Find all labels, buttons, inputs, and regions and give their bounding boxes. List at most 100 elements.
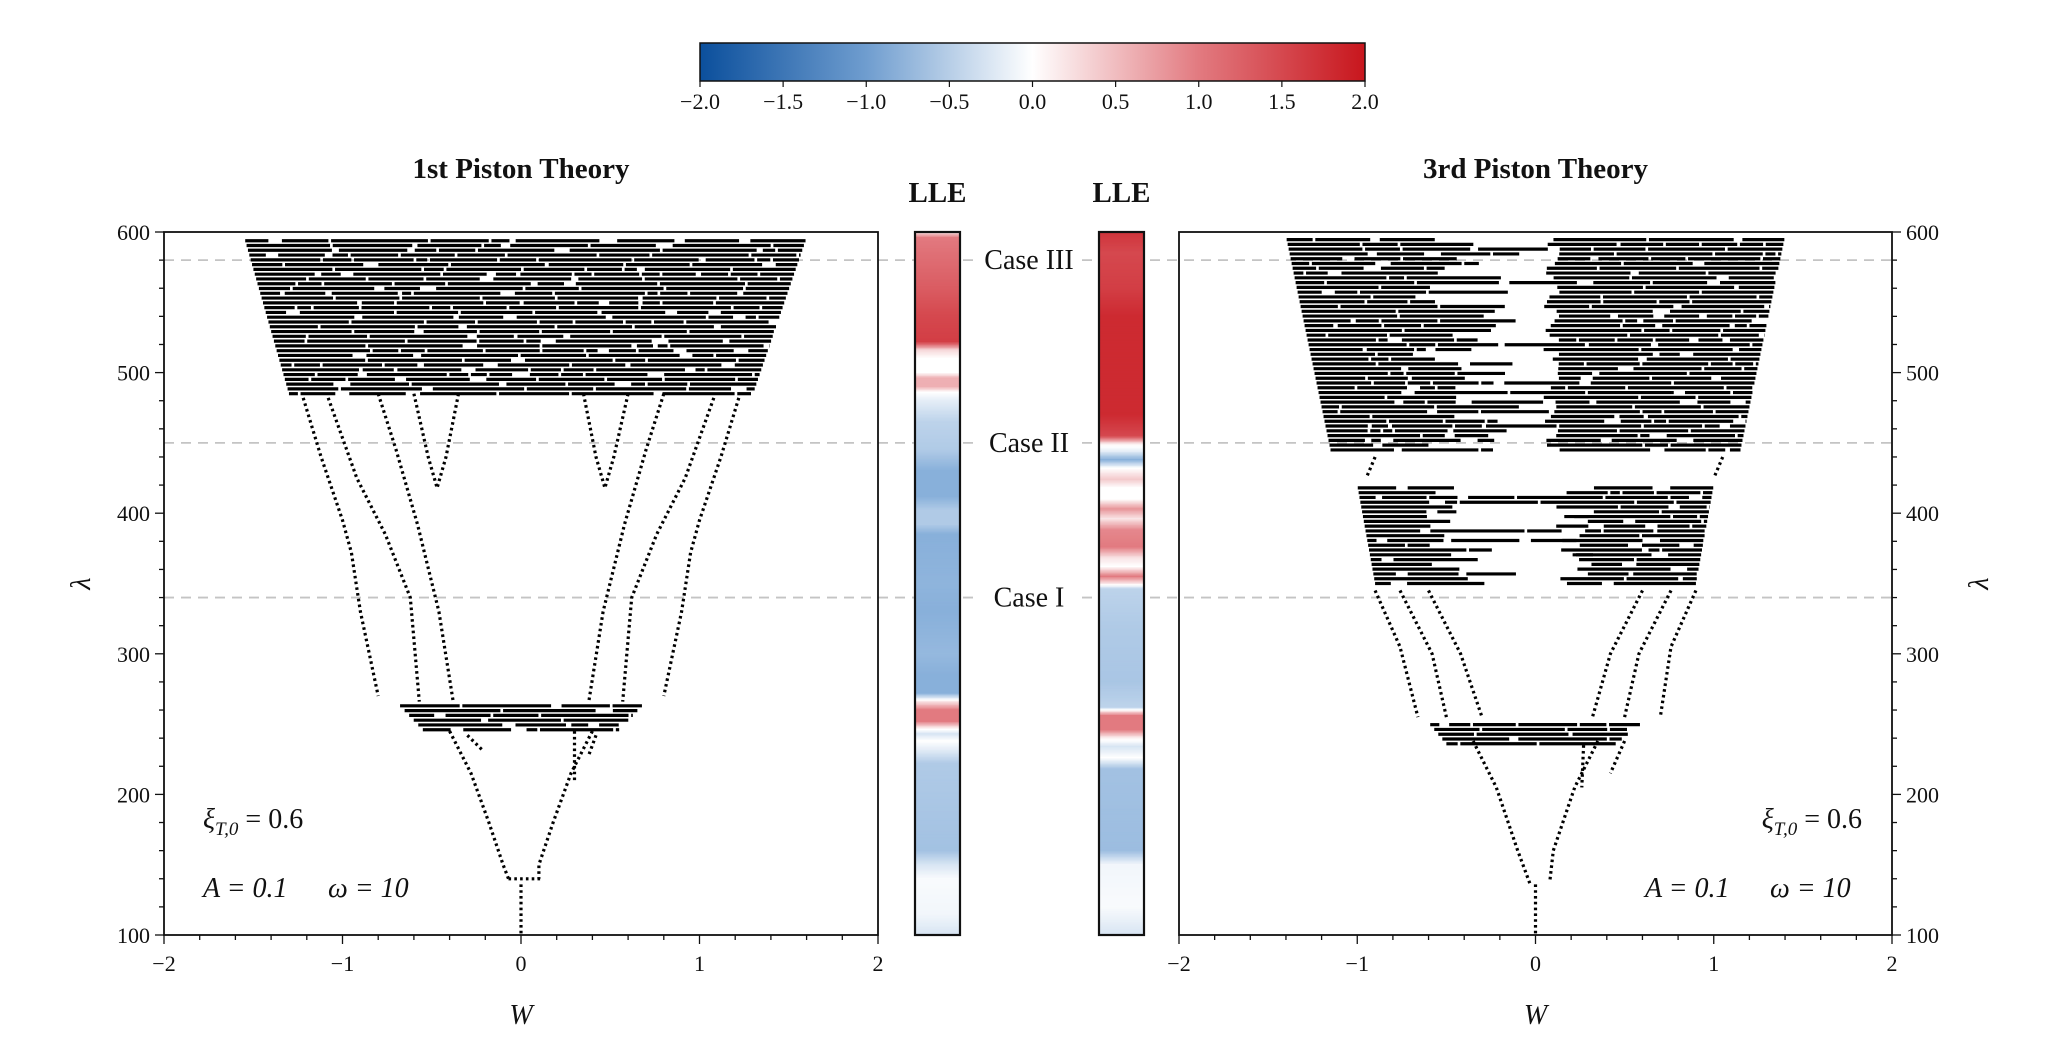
lle-cell bbox=[1099, 282, 1144, 285]
lle-cell bbox=[915, 639, 960, 642]
lle-cell bbox=[1099, 822, 1144, 825]
lle-cell bbox=[915, 601, 960, 604]
lle-cell bbox=[1099, 276, 1144, 279]
lle-cell bbox=[1099, 652, 1144, 655]
lle-cell bbox=[1099, 818, 1144, 821]
lle-cell bbox=[1099, 414, 1144, 417]
lle-cell bbox=[915, 552, 960, 555]
lle-cell bbox=[1099, 812, 1144, 815]
lle-cell bbox=[1099, 842, 1144, 845]
x-tick-label: −2 bbox=[152, 951, 175, 976]
lle-cell bbox=[1099, 676, 1144, 679]
lle-cell bbox=[1099, 756, 1144, 759]
lle-cell bbox=[915, 293, 960, 296]
lle-cell bbox=[1099, 680, 1144, 683]
lle-cell bbox=[1099, 791, 1144, 794]
lle-cell bbox=[1099, 493, 1144, 496]
lle-cell bbox=[915, 760, 960, 763]
lle-cell bbox=[915, 421, 960, 424]
lle-cell bbox=[915, 590, 960, 593]
lle-cell bbox=[1099, 241, 1144, 244]
lle-cell bbox=[915, 797, 960, 800]
lle-cell bbox=[915, 400, 960, 403]
lle-cell bbox=[915, 348, 960, 351]
lle-cell bbox=[1099, 804, 1144, 807]
lle-cell bbox=[915, 546, 960, 549]
lle-cell bbox=[1099, 677, 1144, 680]
case-label: Case I bbox=[994, 583, 1065, 614]
panel-title: 3rd Piston Theory bbox=[1423, 153, 1649, 185]
lle-cell bbox=[915, 870, 960, 873]
lle-cell bbox=[915, 516, 960, 519]
lle-cell bbox=[915, 520, 960, 523]
lle-cell bbox=[1099, 501, 1144, 504]
lle-cell bbox=[915, 472, 960, 475]
lle-cell bbox=[1099, 316, 1144, 319]
periodic-branch bbox=[1373, 589, 1420, 718]
y-tick-label: 300 bbox=[1906, 642, 1939, 667]
lle-cell bbox=[1099, 278, 1144, 281]
lle-cell bbox=[1099, 368, 1144, 371]
lle-cell bbox=[915, 707, 960, 710]
lle-cell bbox=[915, 670, 960, 673]
lle-cell bbox=[915, 320, 960, 323]
lle-cell bbox=[1099, 532, 1144, 535]
lle-cell bbox=[915, 390, 960, 393]
lle-cell bbox=[1099, 520, 1144, 523]
lle-cell bbox=[915, 423, 960, 426]
lle-cell bbox=[1099, 739, 1144, 742]
lle-cell bbox=[915, 850, 960, 853]
lle-cell bbox=[915, 690, 960, 693]
lle-cell bbox=[915, 615, 960, 618]
lle-cell bbox=[915, 686, 960, 689]
lle-cell bbox=[1099, 455, 1144, 458]
lle-cell bbox=[1099, 364, 1144, 367]
lle-cell bbox=[915, 683, 960, 686]
lle-cell bbox=[1099, 309, 1144, 312]
lle-cell bbox=[1099, 829, 1144, 832]
lle-cell bbox=[915, 591, 960, 594]
lle-cell bbox=[1099, 559, 1144, 562]
lle-cell bbox=[1099, 614, 1144, 617]
lle-cell bbox=[915, 411, 960, 414]
lle-cell bbox=[915, 333, 960, 336]
colorbar: −2.0 −1.5 −1.0 −0.5 0.0 0.5 1.0 1.5 2.0 bbox=[680, 42, 1379, 114]
lle-cell bbox=[1099, 728, 1144, 731]
lle-cell bbox=[1099, 445, 1144, 448]
lle-cell bbox=[915, 600, 960, 603]
lle-cell bbox=[1099, 589, 1144, 592]
lle-cell bbox=[915, 864, 960, 867]
lle-cell bbox=[1099, 894, 1144, 897]
lle-strip-left: LLE bbox=[908, 177, 967, 937]
lle-cell bbox=[915, 842, 960, 845]
lle-cell bbox=[1099, 627, 1144, 630]
lle-cell bbox=[1099, 542, 1144, 545]
lle-cell bbox=[915, 646, 960, 649]
lle-cell bbox=[915, 853, 960, 856]
lle-cell bbox=[1099, 516, 1144, 519]
lle-cell bbox=[915, 553, 960, 556]
lle-cell bbox=[1099, 801, 1144, 804]
lle-cell bbox=[1099, 625, 1144, 628]
lle-cell bbox=[915, 645, 960, 648]
lle-cell bbox=[915, 427, 960, 430]
lle-cell bbox=[915, 642, 960, 645]
x-tick-label: 0 bbox=[1530, 951, 1541, 976]
lle-cell bbox=[1099, 271, 1144, 274]
lle-cell bbox=[915, 433, 960, 436]
lle-cell bbox=[915, 406, 960, 409]
lle-cell bbox=[915, 359, 960, 362]
lle-cell bbox=[1099, 603, 1144, 606]
lle-cell bbox=[1099, 749, 1144, 752]
lle-cell bbox=[1099, 920, 1144, 923]
lle-cell bbox=[1099, 275, 1144, 278]
lle-cell bbox=[915, 622, 960, 625]
lle-cell bbox=[915, 524, 960, 527]
lle-cell bbox=[1099, 376, 1144, 379]
lle-cell bbox=[915, 271, 960, 274]
lle-cell bbox=[1099, 292, 1144, 295]
lle-cell bbox=[915, 780, 960, 783]
lle-cell bbox=[915, 463, 960, 466]
lle-cell bbox=[915, 856, 960, 859]
lle-cell bbox=[1099, 580, 1144, 583]
